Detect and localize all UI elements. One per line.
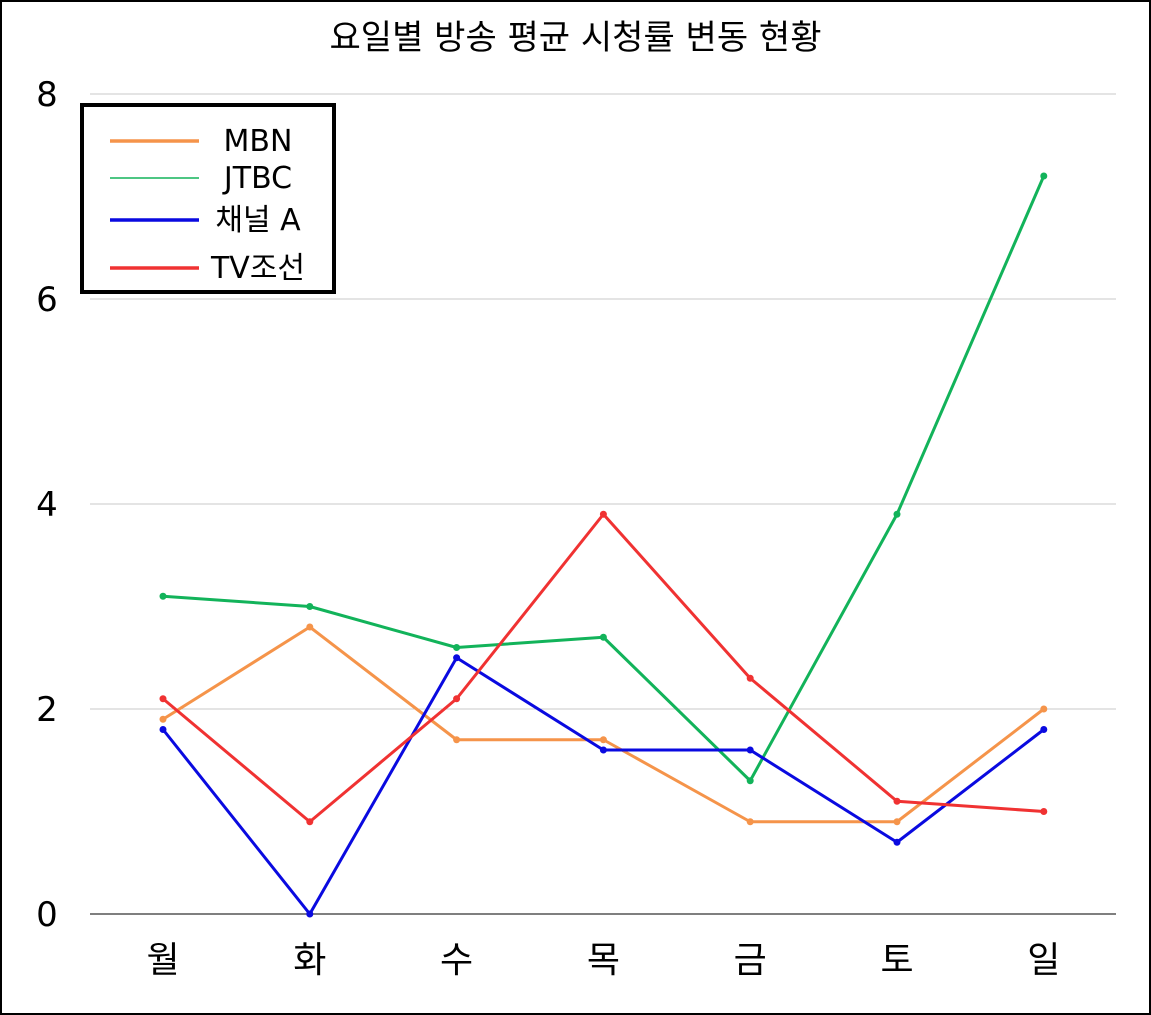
data-point: [599, 746, 607, 754]
data-point: [453, 654, 461, 662]
legend-box: [80, 103, 336, 294]
data-point: [306, 910, 314, 918]
data-point: [893, 510, 901, 518]
data-point: [453, 644, 461, 651]
y-tick-label: 4: [36, 485, 58, 525]
x-tick-label: 월: [146, 940, 179, 981]
chart-title: 요일별 방송 평균 시청률 변동 현황: [329, 18, 822, 58]
x-tick-label: 토: [880, 940, 913, 981]
x-tick-label: 수: [440, 940, 473, 981]
data-point: [1040, 705, 1048, 713]
legend-label-1: JTBC: [222, 161, 292, 196]
data-point: [1040, 808, 1048, 815]
x-tick-label: 금: [734, 940, 767, 981]
data-point: [306, 603, 314, 610]
data-point: [306, 818, 314, 826]
data-point: [746, 818, 754, 826]
x-tick-label: 목: [587, 940, 620, 981]
legend-label-3: TV조선: [210, 251, 305, 286]
data-point: [893, 797, 901, 805]
data-point: [599, 736, 607, 744]
data-point: [893, 818, 901, 826]
grid-lines: [90, 93, 1116, 915]
data-point: [1040, 172, 1048, 180]
data-point: [746, 746, 754, 754]
y-axis-ticks: 0 2 4 6 8: [36, 75, 58, 935]
data-point: [159, 592, 167, 600]
legend-label-2: 채널 A: [215, 203, 301, 238]
data-point: [159, 726, 167, 733]
data-point: [599, 510, 607, 518]
data-point: [453, 695, 461, 703]
data-point: [599, 633, 607, 641]
x-tick-label: 화: [293, 940, 326, 981]
data-point: [1040, 726, 1048, 733]
y-tick-label: 0: [36, 895, 58, 935]
data-point: [306, 623, 314, 631]
y-tick-label: 6: [36, 280, 58, 320]
series-group: [159, 172, 1048, 918]
data-point: [893, 838, 901, 846]
data-point: [159, 715, 167, 723]
data-point: [746, 674, 754, 682]
y-tick-label: 2: [36, 690, 58, 730]
series-line-2: [161, 656, 1045, 916]
data-point: [159, 695, 167, 703]
data-point: [746, 777, 754, 785]
x-tick-label: 일: [1027, 940, 1060, 981]
data-point: [453, 736, 461, 744]
series-line-3: [162, 512, 1044, 824]
series-line-0: [162, 625, 1045, 824]
y-tick-label: 8: [36, 75, 58, 115]
legend-label-0: MBN: [224, 124, 293, 159]
